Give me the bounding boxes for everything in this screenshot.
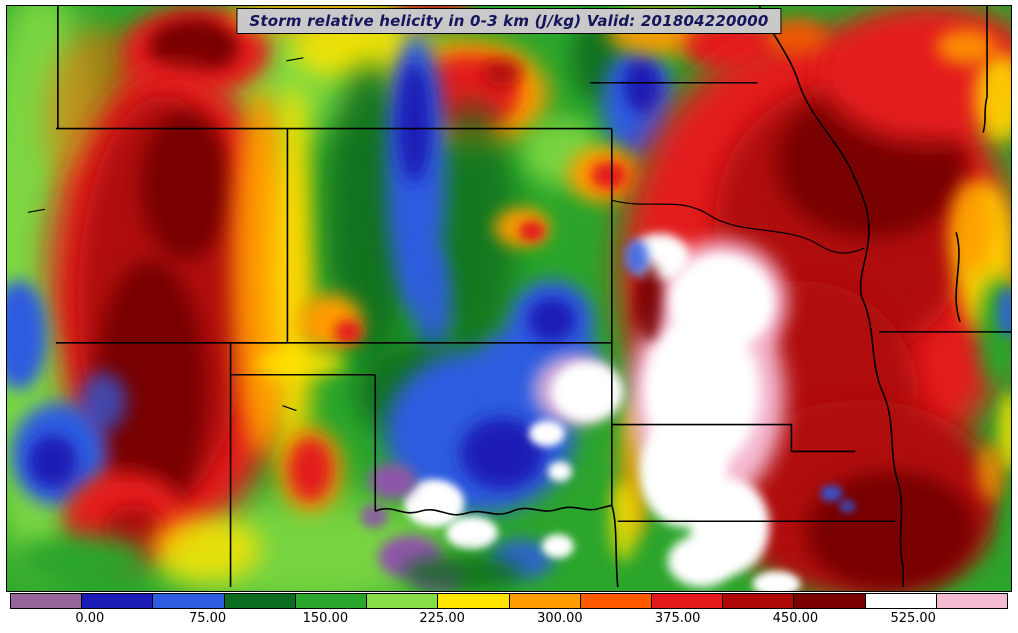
colorbar-labels: 0.00 75.00 150.00 225.00 300.00 375.00 450.00 5… bbox=[10, 611, 1008, 629]
helicity-blob-blue bbox=[839, 500, 856, 513]
helicity-blob-maroon bbox=[140, 110, 231, 261]
state-border bbox=[611, 423, 856, 453]
state-border bbox=[611, 505, 619, 588]
helicity-blob-white bbox=[404, 479, 465, 528]
helicity-blob-white bbox=[541, 534, 574, 559]
helicity-blob-orange bbox=[950, 182, 995, 273]
helicity-blob-purple bbox=[368, 463, 417, 500]
helicity-blob-purple bbox=[360, 504, 389, 529]
helicity-blob-white bbox=[752, 571, 801, 591]
helicity-blob-white bbox=[550, 361, 623, 422]
colorbar-tick-label: 75.00 bbox=[188, 611, 227, 626]
state-border bbox=[982, 6, 988, 133]
helicity-blob-orange bbox=[936, 28, 997, 65]
colorbar-tick-label: 375.00 bbox=[654, 611, 701, 626]
helicity-blob-white bbox=[547, 461, 572, 482]
helicity-blob-red bbox=[590, 161, 627, 190]
map-plot-area bbox=[6, 5, 1012, 592]
helicity-blob-yellow bbox=[150, 516, 261, 583]
river-line bbox=[286, 57, 304, 62]
helicity-blob-blue bbox=[7, 280, 47, 390]
colorbar-tick-label: 0.00 bbox=[75, 611, 105, 626]
river-line bbox=[282, 405, 297, 412]
helicity-blob-darkblue bbox=[397, 62, 432, 183]
colorbar-tick-label: 450.00 bbox=[772, 611, 819, 626]
colorbar-segment bbox=[723, 594, 795, 608]
helicity-blob-darkred bbox=[482, 58, 522, 87]
helicity-blob-red bbox=[288, 437, 333, 502]
helicity-blob-yellow bbox=[271, 83, 316, 473]
helicity-blob-darkblue bbox=[527, 298, 576, 342]
state-border bbox=[758, 6, 905, 588]
helicity-field-svg bbox=[7, 6, 1011, 591]
helicity-blob-blue bbox=[998, 287, 1011, 337]
colorbar-tick-label: 300.00 bbox=[537, 611, 583, 626]
helicity-blob-red bbox=[334, 319, 363, 344]
state-border bbox=[955, 231, 961, 323]
helicity-blob-maroon bbox=[637, 262, 662, 342]
helicity-blob-blue bbox=[78, 371, 127, 432]
plot-title-text: Storm relative helicity in 0-3 km (J/kg)… bbox=[249, 12, 769, 30]
helicity-blob-blue bbox=[624, 239, 649, 276]
helicity-blob-white bbox=[528, 420, 565, 447]
colorbar-segment bbox=[438, 594, 510, 608]
helicity-blob-red bbox=[518, 221, 545, 242]
helicity-blob-yellow bbox=[999, 391, 1011, 472]
colorbar-tick-label: 525.00 bbox=[890, 611, 936, 626]
helicity-blob-green bbox=[1002, 476, 1011, 567]
colorbar-segment bbox=[295, 594, 368, 608]
helicity-blob-yellow bbox=[975, 52, 1011, 143]
river-line bbox=[611, 199, 865, 254]
helicity-blob-darkblue bbox=[623, 56, 660, 113]
helicity-blob-yellow bbox=[255, 350, 346, 377]
colorbar-segment bbox=[224, 594, 296, 608]
helicity-blob-maroon bbox=[95, 260, 206, 520]
colorbar-segment bbox=[509, 594, 581, 608]
colorbar-segment bbox=[367, 594, 439, 608]
helicity-blob-white bbox=[667, 535, 736, 588]
colorbar-segment bbox=[82, 594, 154, 608]
river-line bbox=[27, 208, 46, 213]
helicity-blob-green bbox=[10, 535, 151, 588]
state-border bbox=[374, 504, 612, 516]
colorbar-segment bbox=[651, 594, 724, 608]
colorbar-tick-label: 150.00 bbox=[302, 611, 349, 626]
colorbar-segment bbox=[794, 594, 866, 608]
colorbar-tick-label: 225.00 bbox=[419, 611, 465, 626]
colorbar-segment bbox=[153, 594, 225, 608]
colorbar-segment bbox=[11, 594, 83, 608]
colorbar-segment bbox=[936, 594, 1008, 608]
plot-title: Storm relative helicity in 0-3 km (J/kg)… bbox=[236, 8, 782, 34]
colorbar bbox=[10, 593, 1008, 609]
helicity-blob-orange bbox=[977, 441, 1006, 502]
helicity-blob-blue bbox=[412, 247, 453, 357]
helicity-blob-blue bbox=[820, 485, 843, 502]
field-layer bbox=[7, 6, 1011, 591]
helicity-blob-maroon bbox=[148, 18, 239, 75]
helicity-blob-darkgreen bbox=[402, 555, 522, 591]
colorbar-segment bbox=[580, 594, 652, 608]
helicity-blob-darkblue bbox=[460, 417, 544, 490]
helicity-blob-white bbox=[446, 516, 499, 551]
colorbar-segment bbox=[865, 594, 937, 608]
helicity-blob-darkblue bbox=[28, 435, 77, 488]
